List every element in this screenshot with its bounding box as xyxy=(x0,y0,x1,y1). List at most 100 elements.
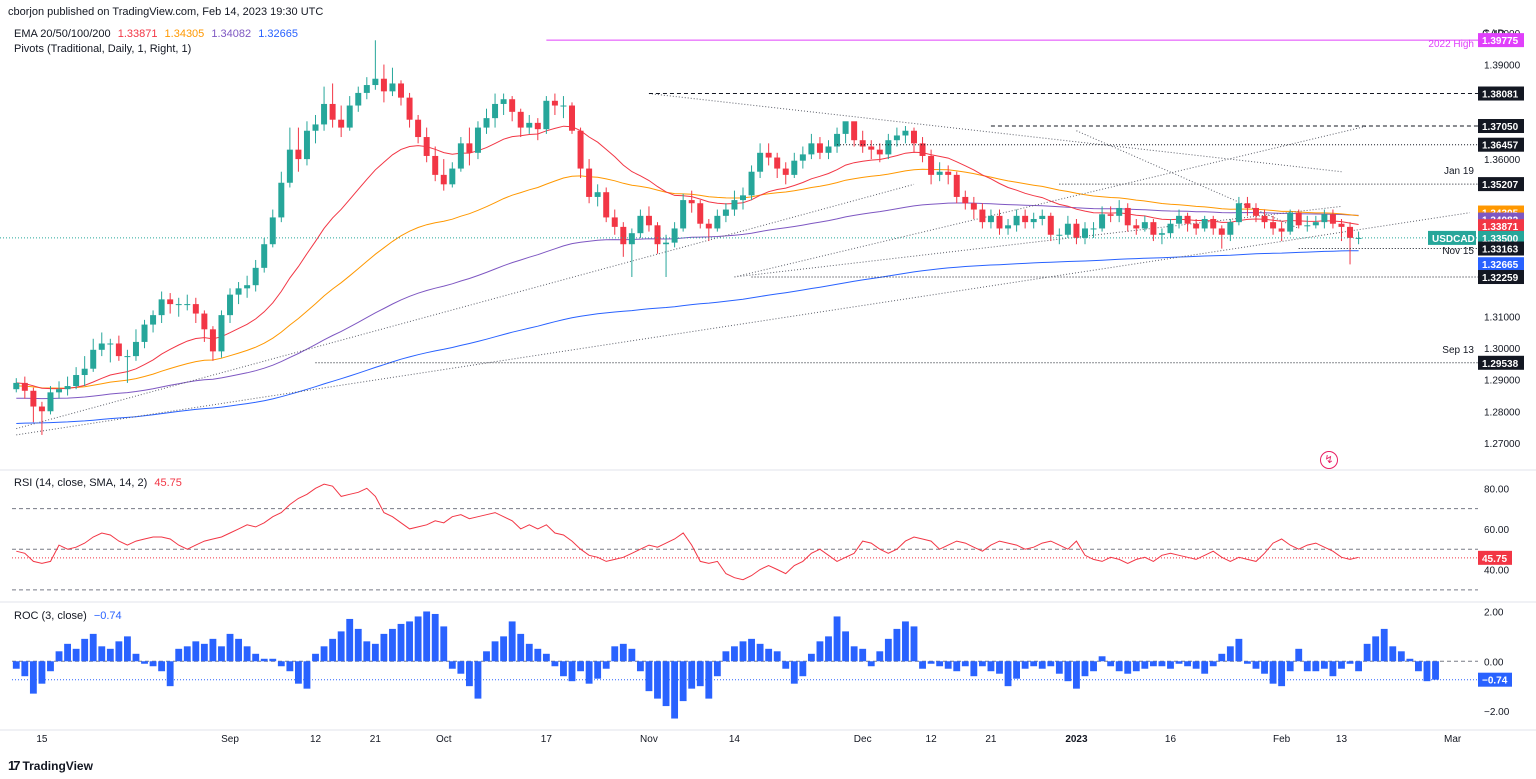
pivots-legend[interactable]: Pivots (Traditional, Daily, 1, Right, 1) xyxy=(14,43,195,55)
candle xyxy=(722,203,729,223)
roc-bar xyxy=(1132,661,1140,672)
candle xyxy=(457,137,464,172)
pivots-legend-title: Pivots (Traditional, Daily, 1, Right, 1) xyxy=(14,43,192,55)
roc-bar xyxy=(1021,661,1029,669)
candle-body xyxy=(500,99,507,104)
candle xyxy=(680,193,687,232)
ema200-line xyxy=(16,250,1359,424)
roc-bar xyxy=(337,631,345,662)
candle-body xyxy=(449,168,456,185)
candle xyxy=(492,93,499,128)
roc-tick-label: 0.00 xyxy=(1484,657,1504,668)
candle xyxy=(47,386,54,415)
x-tick-label: 2023 xyxy=(1065,734,1088,745)
candle xyxy=(440,159,447,191)
roc-bar xyxy=(1030,661,1038,667)
roc-bar xyxy=(568,661,576,682)
candle-body xyxy=(1022,215,1029,223)
candle-body xyxy=(56,389,63,393)
roc-bar xyxy=(1372,636,1380,662)
candle xyxy=(432,146,439,182)
price-label-bg xyxy=(1478,257,1524,272)
roc-bar xyxy=(671,661,679,719)
candle xyxy=(774,152,781,179)
candle-body xyxy=(1312,222,1319,226)
candle-body xyxy=(1295,212,1302,226)
candle-body xyxy=(338,119,345,128)
roc-bar xyxy=(1380,628,1388,662)
candle-body xyxy=(192,304,199,314)
roc-bar xyxy=(525,643,533,662)
roc-bar xyxy=(1406,658,1414,662)
candle-body xyxy=(389,83,396,92)
candle xyxy=(1116,200,1123,223)
candle-body xyxy=(295,149,302,160)
candle xyxy=(996,209,1003,235)
candle xyxy=(56,381,63,399)
roc-bar xyxy=(602,661,610,669)
price-label-bg xyxy=(1478,33,1524,48)
roc-bar xyxy=(756,643,764,662)
candle xyxy=(115,335,122,361)
candle-body xyxy=(1107,214,1114,216)
candle xyxy=(799,146,806,169)
candle xyxy=(141,319,148,349)
roc-bar xyxy=(277,661,285,667)
roc-bar xyxy=(1149,661,1157,667)
x-tick-label: 14 xyxy=(729,734,741,745)
roc-bar xyxy=(346,618,354,662)
candle xyxy=(1158,228,1165,245)
roc-bar xyxy=(816,641,824,662)
candle-body xyxy=(654,225,661,245)
roc-bar xyxy=(47,661,54,672)
flash-icon[interactable]: ↯ xyxy=(1320,451,1338,469)
candle-body xyxy=(1261,215,1268,223)
roc-bar xyxy=(1201,661,1209,674)
rsi-tick-label: 40.00 xyxy=(1484,566,1509,577)
candle-body xyxy=(1329,214,1336,224)
candle-body xyxy=(346,105,353,128)
candle-body xyxy=(47,392,54,412)
candle-body xyxy=(628,233,635,245)
roc-bar xyxy=(294,661,302,684)
roc-value: −0.74 xyxy=(93,610,122,622)
tradingview-brand[interactable]: 17 TradingView xyxy=(8,758,93,773)
candle xyxy=(509,96,516,122)
candle xyxy=(1287,209,1294,235)
candle-body xyxy=(1184,215,1191,224)
candle-body xyxy=(1244,203,1251,208)
candle xyxy=(321,86,328,131)
candle xyxy=(765,143,772,166)
candle-body xyxy=(1355,237,1362,239)
candle xyxy=(1013,209,1020,232)
roc-bar xyxy=(953,661,961,672)
price-label-bg xyxy=(1478,177,1524,192)
candle xyxy=(329,83,336,128)
roc-bar xyxy=(1081,661,1089,677)
roc-bar xyxy=(55,651,63,662)
roc-bar xyxy=(1184,661,1192,667)
candle xyxy=(355,86,362,112)
ema-legend[interactable]: EMA 20/50/100/200 1.33871 1.34305 1.3408… xyxy=(14,28,302,40)
candle-body xyxy=(90,349,97,369)
candle-body xyxy=(996,215,1003,229)
candle xyxy=(184,294,191,311)
rsi-line xyxy=(16,483,1359,581)
roc-legend[interactable]: ROC (3, close) −0.74 xyxy=(14,610,122,622)
candle-body xyxy=(1167,223,1174,234)
roc-bar xyxy=(850,646,858,662)
candle-body xyxy=(1270,222,1277,229)
symbol-tag: USDCAD xyxy=(1432,234,1475,245)
rsi-legend[interactable]: RSI (14, close, SMA, 14, 2) 45.75 xyxy=(14,477,182,489)
candle-body xyxy=(594,192,601,197)
candle xyxy=(1133,218,1140,235)
roc-bar xyxy=(825,636,832,662)
candle xyxy=(415,114,422,144)
candle-body xyxy=(1321,214,1328,223)
candle xyxy=(1244,196,1251,216)
price-label-bg xyxy=(1478,119,1524,134)
candle xyxy=(227,288,234,324)
roc-bar xyxy=(132,653,140,662)
candle xyxy=(201,310,208,342)
